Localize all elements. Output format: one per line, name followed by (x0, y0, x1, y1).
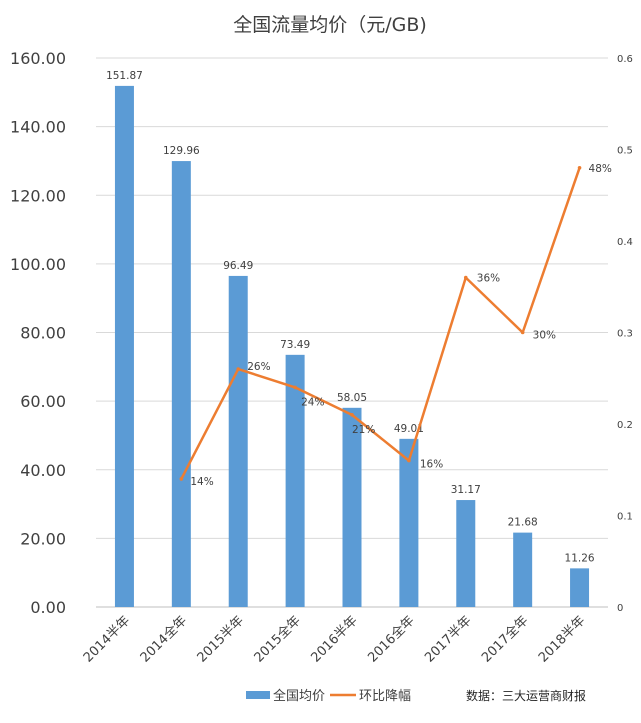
category-label: 2015全年 (251, 613, 304, 666)
line-value-label: 24% (301, 396, 324, 408)
right-axis-tick-label: 0.1 (617, 512, 633, 523)
chart-title: 全国流量均价（元/GB) (233, 14, 427, 36)
line-path (180, 167, 581, 480)
line-point (577, 166, 582, 170)
line-point (350, 413, 354, 417)
line-value-label: 36% (477, 273, 500, 285)
bar-value-label: 96.49 (223, 260, 253, 272)
right-axis-tick-label: 0.6 (617, 54, 633, 65)
bar-value-label: 21.68 (508, 517, 538, 529)
right-axis-tick-label: 0.3 (617, 329, 633, 340)
line-value-label: 26% (247, 361, 270, 373)
left-axis-tick-label: 80.00 (20, 324, 66, 343)
category-axis-labels: 2014半年 2014全年 2015半年 2015全年 2016半年 2016全年 2017… (81, 613, 589, 666)
legend-label-line: 环比降幅 (359, 689, 411, 704)
line-point (520, 330, 525, 335)
left-axis-tick-label: 60.00 (20, 392, 66, 411)
category-label: 2015半年 (195, 613, 247, 665)
category-label: 2014半年 (81, 613, 133, 665)
bar-series: 151.87 129.96 96.49 73.49 58.05 49.01 31.17 21.… (106, 70, 595, 608)
left-axis-tick-label: 160.00 (10, 49, 66, 68)
bar (570, 568, 590, 607)
bar-value-label: 151.87 (106, 70, 143, 82)
line-point (179, 477, 184, 481)
left-axis-tick-label: 140.00 (10, 118, 66, 137)
left-axis-tick-label: 120.00 (10, 186, 66, 205)
line-value-label: 21% (352, 424, 375, 436)
bar (171, 161, 191, 607)
right-axis-tick-label: 0.4 (617, 237, 633, 248)
right-axis-tick-label: 0.2 (617, 420, 633, 431)
bar (342, 407, 362, 607)
left-axis-tick-label: 0.00 (30, 598, 66, 617)
bar (114, 85, 134, 608)
right-axis-tick-label: 0 (617, 603, 623, 614)
bar-value-label: 58.05 (337, 392, 367, 404)
right-axis-ticks: 0 0.1 0.2 0.3 0.4 0.5 0.6 (617, 54, 633, 614)
line-value-label: 16% (420, 459, 443, 471)
bar-value-label: 73.49 (280, 339, 310, 351)
left-axis-tick-label: 100.00 (10, 255, 66, 274)
left-axis-ticks: 0.00 20.00 40.00 60.00 80.00 100.00 120.00 140.… (10, 49, 66, 617)
line-point (293, 385, 297, 390)
bar (399, 438, 419, 607)
line-series: 14% 26% 24% 21% 16% 36% 30% 48% (179, 163, 612, 488)
bar-value-label: 31.17 (451, 484, 481, 496)
bar-value-label: 11.26 (565, 552, 595, 564)
legend: 全国均价 环比降幅 (246, 688, 411, 704)
line-value-label: 48% (589, 163, 612, 175)
category-label: 2017全年 (478, 613, 531, 666)
right-axis-tick-label: 0.5 (617, 146, 633, 157)
line-value-label: 30% (533, 330, 556, 342)
line-value-label: 14% (190, 476, 213, 488)
left-axis-tick-label: 40.00 (20, 461, 66, 480)
bar (513, 532, 533, 607)
bar-value-label: 49.01 (394, 423, 424, 435)
category-label: 2014全年 (137, 613, 190, 666)
bar (228, 275, 248, 607)
line-point (236, 367, 241, 371)
source-note: 数据：三大运营商财报 (466, 688, 586, 703)
legend-swatch-bar (246, 691, 270, 699)
bar (456, 500, 476, 607)
category-label: 2016半年 (308, 613, 360, 665)
legend-label-bar: 全国均价 (273, 688, 325, 704)
line-point (407, 458, 411, 463)
bar-value-label: 129.96 (163, 145, 200, 157)
category-label: 2018半年 (536, 613, 588, 665)
category-label: 2017半年 (422, 613, 474, 665)
line-point (463, 275, 468, 280)
bar (285, 354, 305, 607)
left-axis-tick-label: 20.00 (20, 529, 66, 548)
category-label: 2016全年 (365, 613, 418, 666)
